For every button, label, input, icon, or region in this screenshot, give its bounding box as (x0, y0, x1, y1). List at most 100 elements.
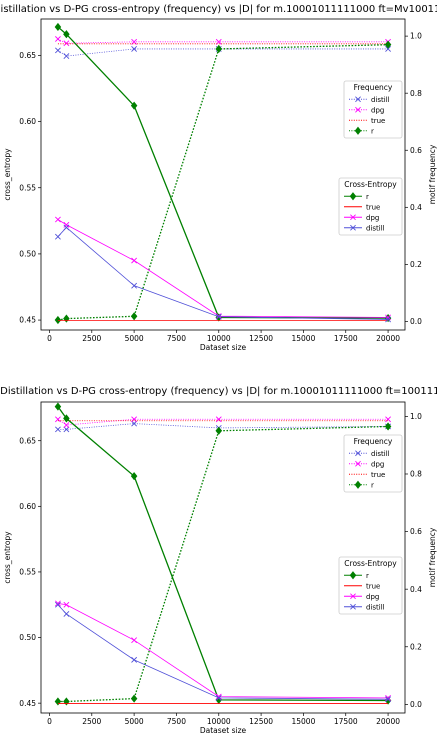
legend_freq-title: Frequency (354, 83, 393, 92)
legend_ce-entry-distill: distill (366, 603, 385, 611)
legend_freq-swatch-marker-dpg-b (355, 106, 361, 113)
legend_freq-entry-dpg: dpg (371, 460, 384, 468)
ce-point-distill (63, 611, 70, 617)
ce-point-distill-b (63, 224, 70, 231)
ce-point-dpg (215, 313, 222, 320)
freq-point-r (130, 312, 138, 321)
legend_freq-swatch-marker-distill-b (355, 450, 361, 457)
ce-point-dpg-b (215, 313, 222, 320)
freq-series-dpg (55, 416, 391, 428)
freq-point-r (384, 422, 392, 431)
x-tick-label: 10000 (207, 334, 231, 343)
ce-point-r (63, 30, 70, 39)
ce-point-dpg-b (385, 694, 391, 701)
y-tick-label: 0.45 (19, 699, 36, 708)
freq-point-dpg (385, 416, 391, 423)
legend_freq-swatch-marker-dpg (355, 460, 361, 467)
freq-point-distill-b (385, 46, 391, 52)
legend_freq-swatch-marker-distill (355, 96, 361, 103)
y2-tick-label: 0.8 (410, 470, 422, 479)
legend_ce-swatch-marker-dpg-b (350, 593, 356, 600)
freq-point-distill-b (131, 46, 138, 52)
y2-tick-label: 0.4 (410, 203, 422, 212)
ce-point-dpg-b (63, 601, 70, 608)
chart-top: Distillation vs D-PG cross-entropy (freq… (0, 4, 437, 352)
freq-point-distill (55, 426, 61, 433)
ce-point-distill (131, 656, 138, 663)
plot-area (54, 402, 392, 706)
legend_ce-swatch-marker-dpg-b (350, 214, 356, 221)
freq-point-r (215, 426, 223, 435)
freq-point-dpg (55, 36, 61, 42)
ce-series-dpg (55, 600, 391, 701)
ce-point-dpg-b (63, 221, 70, 228)
ce-point-r (63, 414, 70, 423)
freq-point-dpg (63, 40, 70, 47)
y-tick-label: 0.65 (19, 51, 36, 60)
freq-series-r (54, 422, 392, 706)
x-tick-label: 5000 (125, 334, 144, 343)
legend_ce-swatch-marker-distill (350, 224, 356, 231)
freq-point-r (54, 315, 62, 325)
ce-point-distill (63, 224, 70, 231)
legend_ce-entry-dpg: dpg (366, 593, 379, 601)
freq-point-distill (55, 47, 61, 54)
legend_ce-swatch-marker-r (349, 192, 357, 201)
y2-axis-label: motif frequency (428, 527, 437, 587)
freq-point-distill-b (131, 420, 138, 427)
y-tick-label: 0.65 (19, 436, 36, 445)
freq-point-dpg (63, 422, 70, 428)
ce-point-distill (55, 233, 61, 240)
legend_ce-swatch-marker-distill-b (350, 224, 356, 231)
legend_ce-swatch-marker-distill (350, 603, 356, 610)
ce-point-dpg (131, 257, 138, 264)
legend_ce-swatch-marker-r (349, 571, 357, 580)
freq-point-distill (131, 420, 138, 427)
y-tick-label: 0.45 (19, 316, 36, 325)
x-tick-label: 17500 (334, 334, 358, 343)
legend_freq-box (343, 80, 403, 139)
ce-point-dpg-b (131, 257, 138, 264)
y2-tick-label: 0.8 (410, 89, 422, 98)
x-tick-label: 0 (47, 334, 52, 343)
legend_freq-swatch-marker-r (354, 480, 362, 489)
ce-point-dpg (63, 221, 70, 228)
legend_freq-entry-true: true (371, 117, 385, 125)
x-tick-label: 0 (47, 717, 52, 726)
ce-point-distill-b (55, 233, 61, 240)
legend_ce-entry-true: true (366, 203, 380, 211)
y2-axis-label: motif frequency (428, 144, 437, 204)
chart-title: Distillation vs D-PG cross-entropy (freq… (0, 4, 437, 15)
legend_freq-swatch-marker-distill (355, 450, 361, 457)
ce-point-dpg (131, 637, 138, 644)
y-tick-label: 0.60 (19, 117, 36, 126)
y2-tick-label: 0.0 (410, 700, 422, 709)
x-tick-label: 20000 (376, 334, 400, 343)
y-tick-label: 0.60 (19, 502, 36, 511)
legend_freq-swatch-marker-r (354, 126, 362, 135)
freq-point-dpg-b (55, 36, 61, 42)
chart-title: Distillation vs D-PG cross-entropy (freq… (0, 386, 437, 397)
y-tick-label: 0.50 (19, 633, 36, 642)
legend_ce-box (338, 556, 403, 615)
x-tick-label: 17500 (334, 717, 358, 726)
freq-point-distill (63, 53, 70, 60)
legend_freq-entry-r: r (371, 127, 374, 135)
ce-point-distill (215, 694, 222, 701)
freq-point-dpg (55, 416, 61, 423)
legend_freq-entry-dpg: dpg (371, 106, 384, 114)
plot-frame (40, 18, 406, 331)
freq-point-dpg-b (385, 416, 391, 423)
legend_freq-swatch-marker-dpg (355, 106, 361, 113)
ce-point-distill-b (385, 316, 391, 323)
freq-point-dpg-b (63, 40, 70, 47)
legend_ce-entry-distill: distill (366, 224, 385, 232)
ce-point-distill-b (63, 611, 70, 617)
y-axis-label: cross_entropy (3, 531, 12, 584)
freq-line-distill (57, 423, 389, 430)
legend_ce-entry-dpg: dpg (366, 214, 379, 222)
legend_ce-entry-r: r (366, 193, 369, 201)
freq-point-dpg-b (55, 416, 61, 423)
freq-point-dpg-b (63, 422, 70, 428)
